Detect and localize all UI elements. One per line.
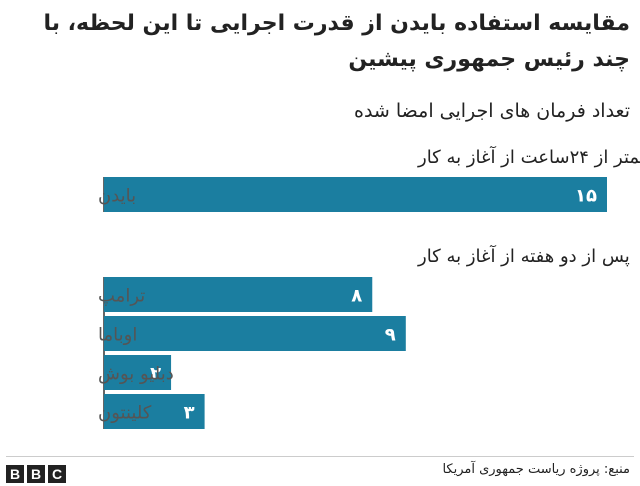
group-label: پس از کمتر از ۲۴ساعت از آغاز به کار (417, 145, 640, 168)
category-label: کلینتون (98, 403, 152, 424)
bar-value-label: ۱۵ (575, 186, 597, 207)
category-label: دبلیو بوش (98, 364, 174, 385)
bar (104, 277, 373, 312)
bar (104, 355, 172, 390)
footer-divider (6, 456, 634, 457)
chart-title: مقایسه استفاده بایدن از قدرت اجرایی تا ا… (43, 11, 630, 72)
bar-value-label: ۲ (150, 364, 161, 385)
bar (104, 177, 607, 212)
bbc-logo-letter: B (6, 465, 24, 483)
category-label: ترامپ (98, 286, 145, 307)
group-label: پس از دو هفته از آغاز به کار (417, 244, 630, 267)
bar-chart: پس از کمتر از ۲۴ساعت از آغاز به کار ۱۵ بای… (98, 145, 640, 429)
bbc-logo: B B C (6, 465, 66, 483)
category-label: اوباما (98, 325, 137, 346)
chart-subtitle: تعداد فرمان های اجرایی امضا شده (353, 100, 630, 122)
bar-value-label: ۳ (184, 403, 195, 424)
category-label: بایدن (98, 186, 136, 207)
bar-value-label: ۹ (385, 325, 396, 346)
bbc-logo-letter: C (48, 465, 66, 483)
bar-value-label: ۸ (351, 286, 362, 307)
bar (104, 316, 406, 351)
bar (104, 394, 205, 429)
source-note: منبع: پروژه ریاست جمهوری آمریکا (442, 462, 630, 477)
bbc-logo-letter: B (27, 465, 45, 483)
